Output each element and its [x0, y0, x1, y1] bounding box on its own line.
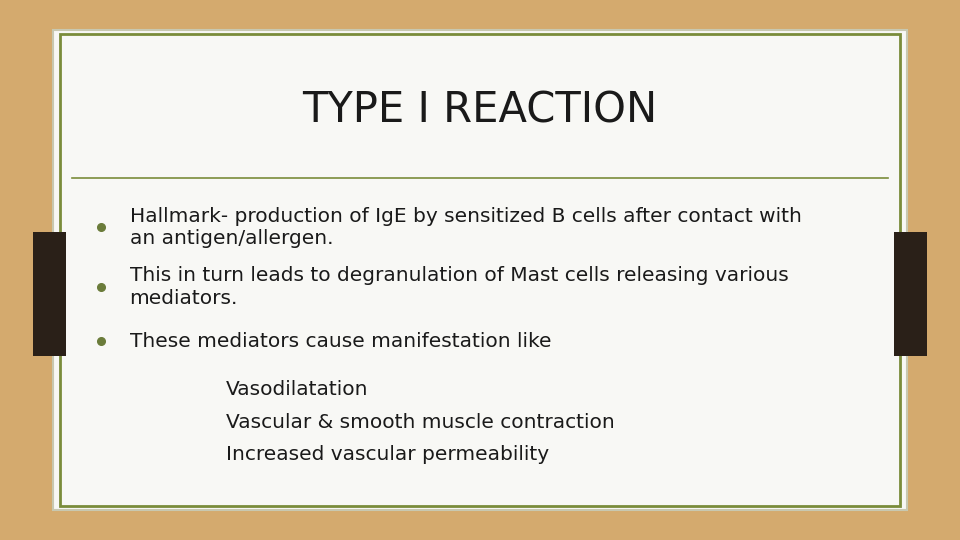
- Bar: [53, 30, 907, 510]
- Text: Vascular & smooth muscle contraction: Vascular & smooth muscle contraction: [226, 413, 614, 432]
- Text: Vasodilatation: Vasodilatation: [226, 380, 368, 400]
- Bar: [894, 232, 927, 356]
- Bar: [60, 34, 900, 506]
- Bar: [33, 232, 66, 356]
- Text: These mediators cause manifestation like: These mediators cause manifestation like: [130, 332, 551, 351]
- Text: Increased vascular permeability: Increased vascular permeability: [226, 445, 549, 464]
- Text: mediators.: mediators.: [130, 288, 238, 308]
- Text: an antigen/allergen.: an antigen/allergen.: [130, 229, 333, 248]
- Text: Hallmark- production of IgE by sensitized B cells after contact with: Hallmark- production of IgE by sensitize…: [130, 206, 802, 226]
- Text: This in turn leads to degranulation of Mast cells releasing various: This in turn leads to degranulation of M…: [130, 266, 788, 285]
- Text: TYPE I REACTION: TYPE I REACTION: [302, 90, 658, 132]
